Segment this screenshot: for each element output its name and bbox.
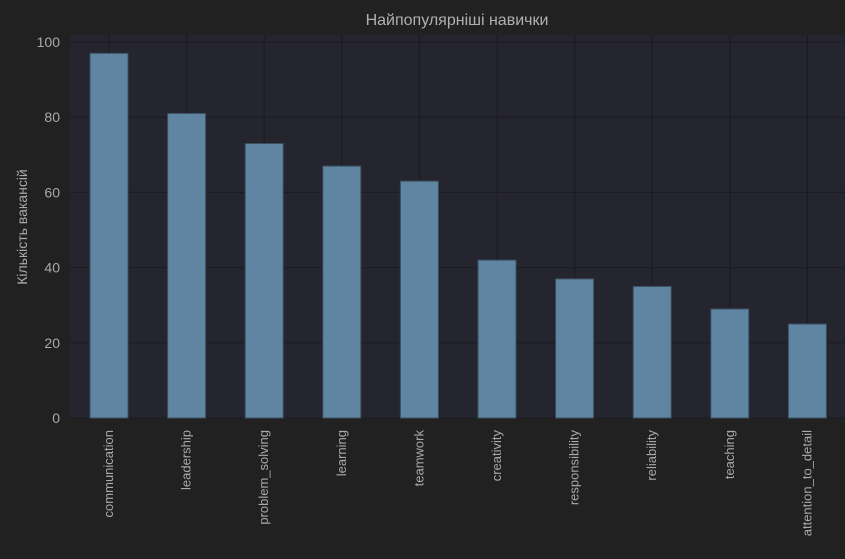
x-tick-label: responsibility: [567, 430, 582, 506]
bar-teaching: [710, 308, 750, 419]
y-tick-label: 20: [44, 335, 60, 351]
bar-reliability: [632, 285, 672, 419]
x-tick-label: attention_to_detail: [799, 430, 814, 536]
bar-learning: [322, 165, 362, 419]
x-tick-label: teamwork: [411, 430, 426, 487]
x-tick-label: communication: [101, 430, 116, 517]
y-axis-ticks: 0 20 40 60 80 100: [37, 34, 61, 426]
x-tick-label: reliability: [644, 430, 659, 481]
y-axis-label: Кількість вакансій: [14, 169, 30, 285]
x-tick-label: leadership: [179, 430, 194, 490]
bar-leadership: [167, 112, 207, 419]
x-tick-label: teaching: [722, 430, 737, 479]
y-tick-label: 100: [37, 34, 61, 50]
x-tick-label: learning: [334, 430, 349, 476]
y-tick-label: 40: [44, 260, 60, 276]
x-axis-ticks: communication leadership problem_solving le…: [101, 430, 814, 537]
bars: [89, 52, 827, 419]
bar-communication: [89, 52, 129, 419]
y-tick-label: 0: [52, 410, 60, 426]
bar-attention_to_detail: [787, 323, 827, 419]
y-tick-label: 60: [44, 184, 60, 200]
bar-problem_solving: [244, 143, 284, 419]
bar-responsibility: [555, 278, 595, 419]
x-tick-label: creativity: [489, 430, 504, 482]
bar-creativity: [477, 259, 517, 419]
y-tick-label: 80: [44, 109, 60, 125]
chart-title: Найпопулярніші навички: [366, 12, 549, 29]
bar-teamwork: [399, 180, 439, 419]
x-tick-label: problem_solving: [256, 430, 271, 525]
